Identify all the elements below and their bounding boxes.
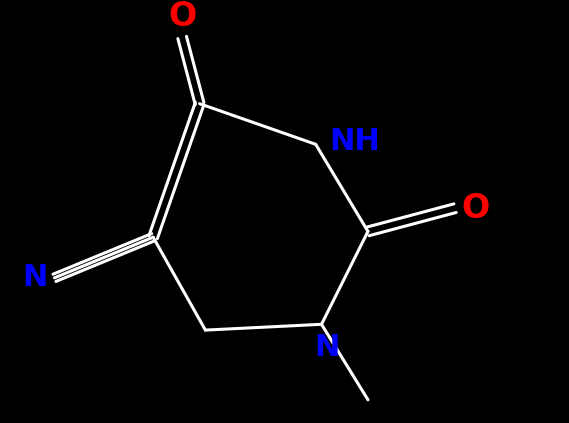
Text: NH: NH <box>329 127 381 156</box>
Text: N: N <box>315 332 340 362</box>
Text: O: O <box>461 192 490 225</box>
Text: O: O <box>168 0 196 33</box>
Text: N: N <box>22 264 48 292</box>
